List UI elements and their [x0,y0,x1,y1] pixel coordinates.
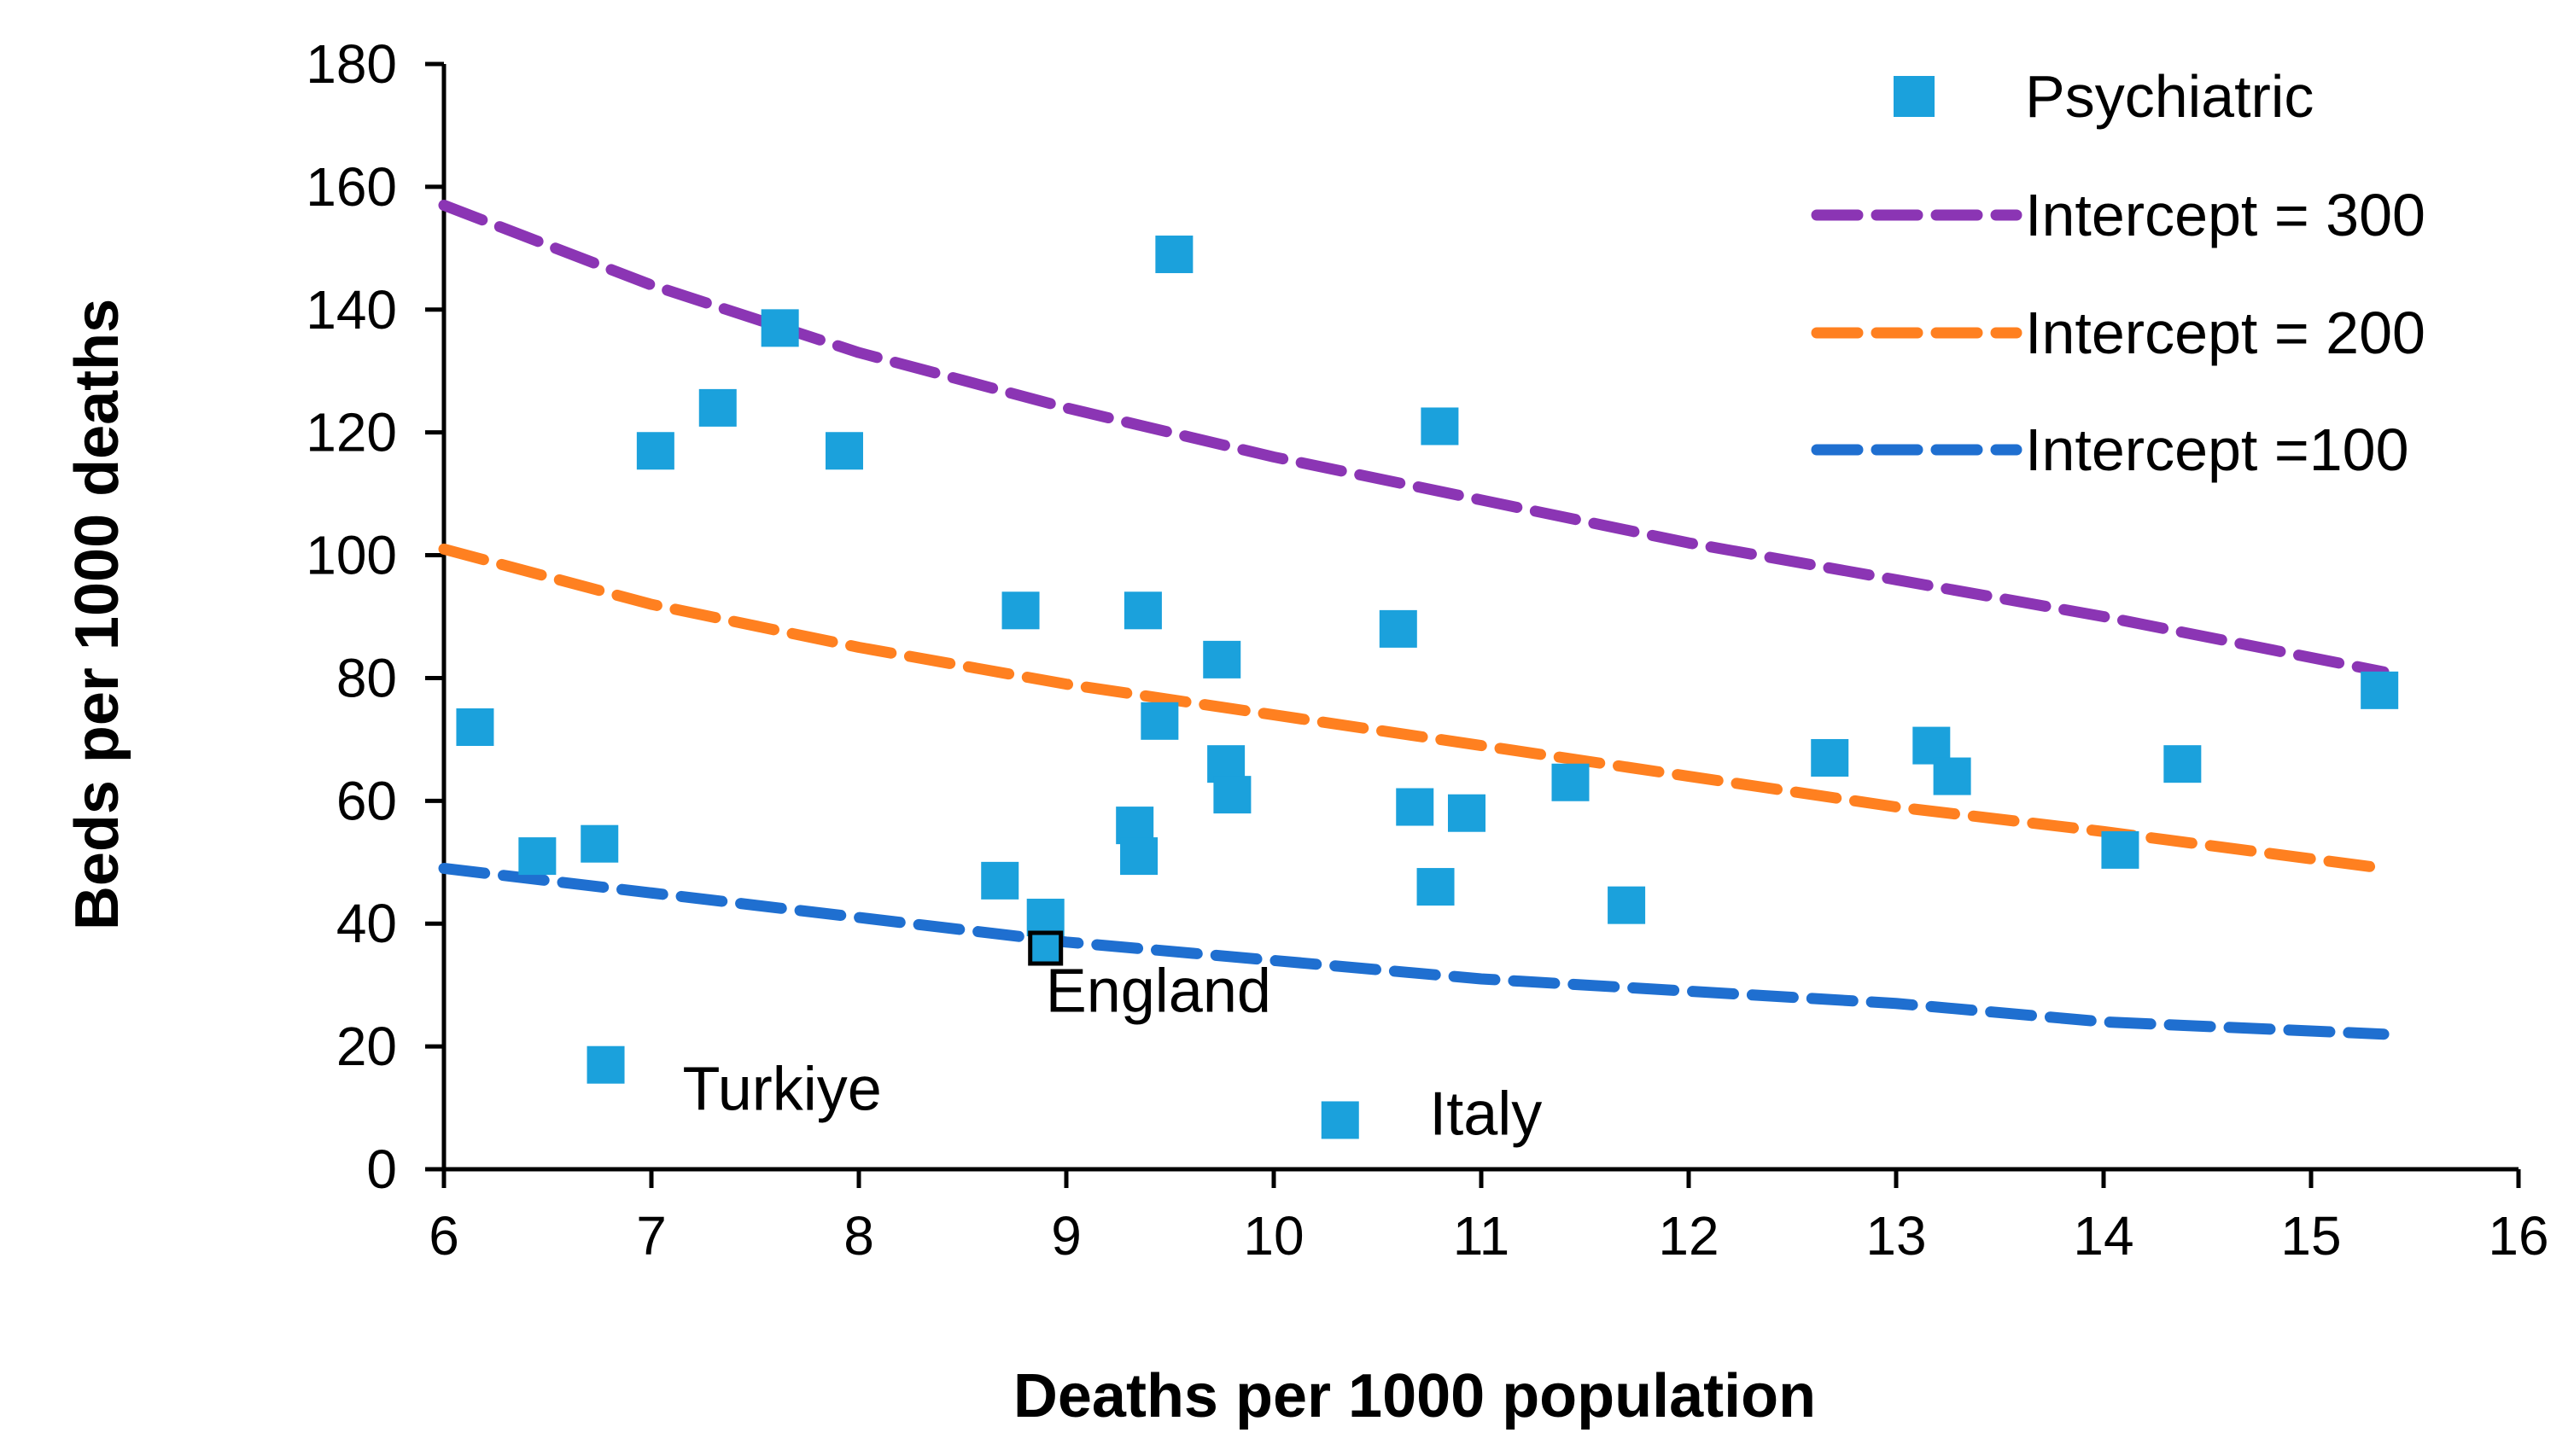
scatter-point [1421,407,1459,446]
scatter-point [1396,788,1434,826]
intercept-line [438,199,2390,678]
point-annotation: England [1046,957,1271,1025]
intercept-lines [438,199,2390,1040]
scatter-point [1933,757,1971,795]
scatter-point [1447,794,1485,832]
intercept-line [438,862,2390,1040]
scatter-point [1321,1101,1359,1139]
x-tick-label: 15 [2280,1205,2341,1267]
x-tick-label: 6 [429,1205,459,1267]
scatter-point [698,388,737,427]
x-tick-label: 9 [1051,1205,1082,1267]
highlight-layer [1028,930,1064,966]
y-tick-label: 80 [336,647,397,708]
scatter-point [1001,591,1040,630]
legend: Psychiatric Intercept = 300 Intercept = 20… [1811,63,2425,483]
scatter-point [1811,738,1849,777]
scatter-point [2101,830,2139,869]
scatter-point [1379,609,1417,648]
y-tick-label: 0 [366,1139,397,1200]
scatter-point [825,432,863,470]
x-tick-label: 8 [843,1205,874,1267]
annotations: Turkiye Italy England [682,957,1542,1148]
x-tick-label: 14 [2073,1205,2133,1267]
y-tick-label: 160 [306,156,397,218]
scatter-point [1203,640,1241,678]
y-ticks: 0 20 40 60 80 100 120 140 160 180 [306,33,444,1200]
legend-marker [1894,76,1935,117]
scatter-point [1551,763,1590,801]
y-tick-label: 20 [336,1016,397,1077]
y-tick-label: 140 [306,279,397,341]
y-tick-label: 40 [336,893,397,954]
scatter-point [1608,886,1646,924]
legend-label: Intercept =100 [2025,416,2409,483]
intercept-line [438,543,2390,874]
scatter-point [981,861,1019,900]
x-ticks: 6 7 8 9 10 11 12 13 14 15 16 [429,1169,2549,1267]
y-axis-title: Beds per 1000 deaths [63,299,131,930]
legend-label: Intercept = 300 [2025,182,2425,248]
x-axis-title: Deaths per 1000 population [1013,1362,1816,1430]
scatter-point [1124,591,1162,630]
point-annotation: Turkiye [682,1055,881,1123]
psychiatric-points [456,236,2399,1139]
x-tick-label: 13 [1865,1205,1926,1267]
x-tick-label: 16 [2488,1205,2548,1267]
scatter-point [1155,236,1194,274]
x-tick-label: 11 [1453,1205,1509,1267]
scatter-point [1120,837,1159,876]
england-point [1028,930,1064,966]
scatter-point [456,708,494,746]
y-tick-label: 60 [336,770,397,831]
legend-label: Psychiatric [2025,63,2314,130]
x-tick-label: 12 [1658,1205,1719,1267]
scatter-point [636,432,674,470]
scatter-point [587,1045,625,1084]
scatter-point [2361,671,2399,709]
scatter-point [1026,899,1065,937]
scatter-point [518,837,557,876]
scatter-point [1416,868,1455,906]
scatter-point [1141,702,1179,740]
y-tick-label: 100 [306,525,397,586]
scatter-point [1213,776,1252,814]
y-tick-label: 180 [306,33,397,95]
scatter-point [761,309,799,347]
point-annotation: Italy [1429,1080,1542,1148]
y-tick-label: 120 [306,402,397,463]
x-tick-label: 7 [636,1205,667,1267]
scatter-point [2163,745,2202,783]
legend-label: Intercept = 200 [2025,300,2425,366]
axes: 6 7 8 9 10 11 12 13 14 15 16 0 20 40 60 80 100 120 140 160… [306,33,2548,1267]
scatter-point [581,824,619,863]
x-tick-label: 10 [1243,1205,1304,1267]
